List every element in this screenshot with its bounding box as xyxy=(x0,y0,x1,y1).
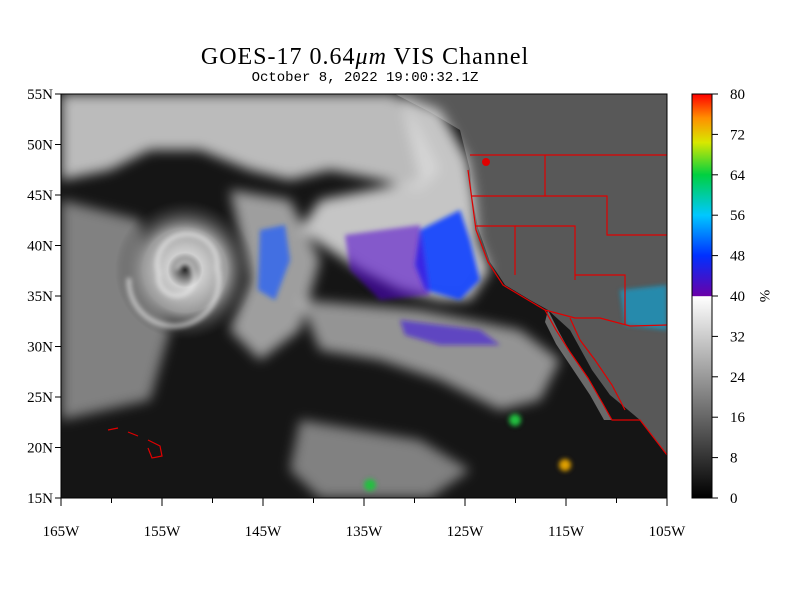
state-line-ca-nv xyxy=(515,225,576,280)
north-america-land xyxy=(395,94,667,455)
storm-vortex xyxy=(115,200,255,340)
colorbar-tick-label: 32 xyxy=(730,329,745,345)
baja-coastline xyxy=(544,309,667,456)
puget-sound-marker xyxy=(482,158,490,166)
colorbar xyxy=(691,93,713,499)
lon-tick-label: 165W xyxy=(43,524,81,540)
high-albedo-patch-mexico xyxy=(620,285,667,330)
state-line-az-nm xyxy=(575,274,626,325)
us-west-coastline xyxy=(467,169,546,311)
colorbar-tick-label: 24 xyxy=(730,370,746,386)
lat-tick-label: 25N xyxy=(27,390,53,406)
colorbar-tick-label: 80 xyxy=(730,87,745,103)
us-mexico-border xyxy=(544,309,667,327)
political-borders xyxy=(107,154,667,459)
cloud-band-subtropical xyxy=(300,300,560,410)
lat-tick-label: 30N xyxy=(27,340,53,356)
colorbar-tick-label: 16 xyxy=(730,410,746,426)
lat-tick-label: 55N xyxy=(27,87,53,103)
lon-tick-label: 125W xyxy=(447,524,485,540)
colorbar-tick-label: 64 xyxy=(730,168,746,184)
high-albedo-patch-west xyxy=(258,225,290,300)
convective-cell-1 xyxy=(364,479,376,491)
lon-tick-label: 155W xyxy=(144,524,182,540)
state-line-id-mt xyxy=(545,195,667,236)
lon-tick-label: 135W xyxy=(346,524,384,540)
high-albedo-patch-fringe xyxy=(345,225,430,300)
colorbar-tick-label: 8 xyxy=(730,451,738,467)
lat-tick-label: 40N xyxy=(27,239,53,255)
map-title: GOES-17 0.64μm VIS Channel xyxy=(200,44,530,70)
high-albedo-patch-band xyxy=(400,320,500,345)
high-albedo-patch-offshore xyxy=(415,210,480,300)
colorbar-tick-label: 72 xyxy=(730,127,745,143)
lat-tick-label: 35N xyxy=(27,289,53,305)
satellite-image xyxy=(61,94,667,498)
gulf-of-california-coast xyxy=(569,317,626,411)
lon-tick-label: 145W xyxy=(245,524,283,540)
map-subtitle: October 8, 2022 19:00:32.1Z xyxy=(251,70,479,86)
lat-tick-label: 45N xyxy=(27,188,53,204)
cloud-cells-south xyxy=(290,420,470,498)
convective-cell-3 xyxy=(559,459,571,471)
lon-tick-label: 115W xyxy=(548,524,585,540)
latitude-axis: 55N 50N 45N 40N 35N 30N 25N 20N 15N xyxy=(27,87,61,507)
cloud-band-north xyxy=(61,94,440,190)
lat-tick-label: 50N xyxy=(27,138,53,154)
hawaii-islands xyxy=(107,427,163,459)
longitude-axis: 165W 155W 145W 135W 125W 115W 105W xyxy=(43,498,687,540)
colorbar-unit: % xyxy=(756,290,772,303)
lat-tick-label: 20N xyxy=(27,441,53,457)
colorbar-tick-label: 0 xyxy=(730,491,738,507)
colorbar-tick-label: 40 xyxy=(730,289,745,305)
lon-tick-label: 105W xyxy=(649,524,687,540)
lat-tick-label: 15N xyxy=(27,491,53,507)
convective-cell-2 xyxy=(509,414,521,426)
colorbar-tick-label: 48 xyxy=(730,249,745,265)
colorbar-tick-label: 56 xyxy=(730,208,746,224)
